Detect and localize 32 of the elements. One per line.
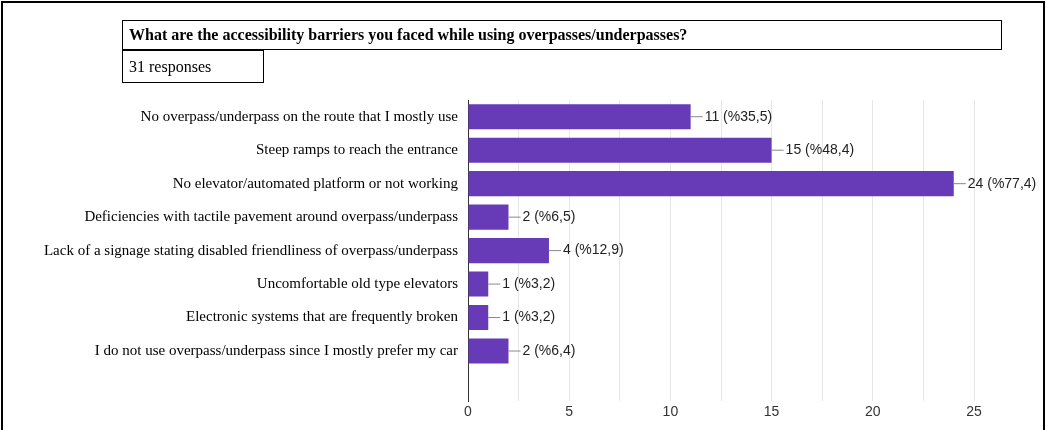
y-tick-label: Lack of a signage stating disabled friendliness of overpass/underpass [43, 241, 459, 258]
y-tick-label: Steep ramps to reach the entrance [256, 141, 459, 158]
data-label: 1 (%3,2) [502, 308, 556, 325]
data-label: 4 (%12,9) [562, 241, 624, 258]
x-tick-label: 10 [662, 403, 679, 420]
y-tick-label: Deficiencies with tactile pavement around overpass/underpass [84, 208, 459, 225]
data-label: 2 (%6,5) [522, 207, 576, 224]
y-tick-label: Electronic systems that are frequently broken [186, 308, 459, 325]
bar [468, 137, 772, 163]
y-tick-label: No overpass/underpass on the route that I mostly use [140, 107, 459, 124]
data-label: 1 (%3,2) [502, 274, 556, 291]
x-tick-label: 25 [966, 403, 982, 420]
y-tick-label: No elevator/automated platform or not working [172, 174, 459, 191]
chart-title: What are the accessibility barriers you faced while using overpasses/underpasses? [122, 20, 1002, 50]
x-tick-label: 5 [565, 403, 574, 420]
bar [468, 271, 489, 297]
data-label: 24 (%77,4) [967, 174, 1037, 191]
data-label: 11 (%35,5) [704, 107, 773, 124]
bar [468, 171, 954, 197]
y-tick-label: Uncomfortable old type elevators [256, 275, 459, 291]
data-label: 15 (%48,4) [785, 141, 855, 158]
x-tick-label: 0 [464, 403, 473, 420]
bar [468, 104, 691, 130]
bar [468, 204, 509, 230]
data-label: 2 (%6,4) [522, 341, 576, 358]
x-tick-label: 15 [763, 403, 780, 420]
y-tick-label: I do not use overpass/underpass since I mostly prefer my car [94, 341, 458, 358]
x-tick-label: 20 [865, 403, 881, 420]
text: 31 responses [122, 50, 264, 83]
bar [468, 304, 489, 331]
bar [468, 338, 509, 364]
bar [468, 238, 549, 264]
